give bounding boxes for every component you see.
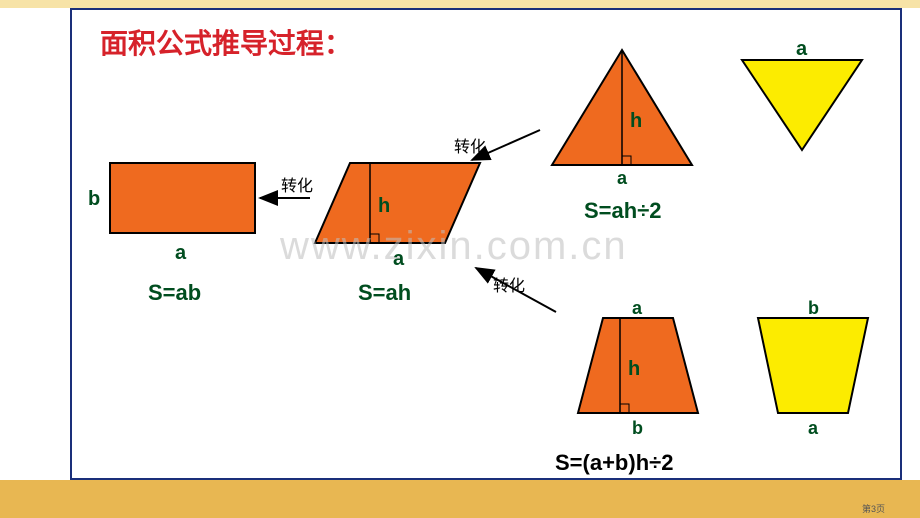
trap-label-h: h bbox=[628, 358, 640, 381]
arrow-label-1: 转化 bbox=[281, 172, 313, 196]
formula-parallelogram: S=ah bbox=[358, 280, 411, 306]
trap2-label-a: a bbox=[808, 418, 818, 439]
rect-label-a: a bbox=[175, 242, 186, 265]
tri2-label-a: a bbox=[796, 38, 807, 61]
arrow-label-3: 转化 bbox=[493, 272, 525, 296]
tri-label-h: h bbox=[630, 110, 642, 133]
par-label-h: h bbox=[378, 195, 390, 218]
watermark: www.zixin.com.cn bbox=[280, 224, 628, 269]
formula-trapezoid: S=(a+b)h÷2 bbox=[555, 450, 673, 476]
rect-label-b: b bbox=[88, 188, 100, 211]
arrow-label-2: 转化 bbox=[454, 133, 486, 157]
trap2-label-b: b bbox=[808, 298, 819, 319]
page-number: 第3页 bbox=[862, 502, 885, 515]
formula-rectangle: S=ab bbox=[148, 280, 201, 306]
tri-label-a: a bbox=[617, 168, 627, 189]
formula-triangle: S=ah÷2 bbox=[584, 198, 662, 224]
trap-label-a: a bbox=[632, 298, 642, 319]
par-label-a: a bbox=[393, 248, 404, 271]
trap-label-b: b bbox=[632, 418, 643, 439]
